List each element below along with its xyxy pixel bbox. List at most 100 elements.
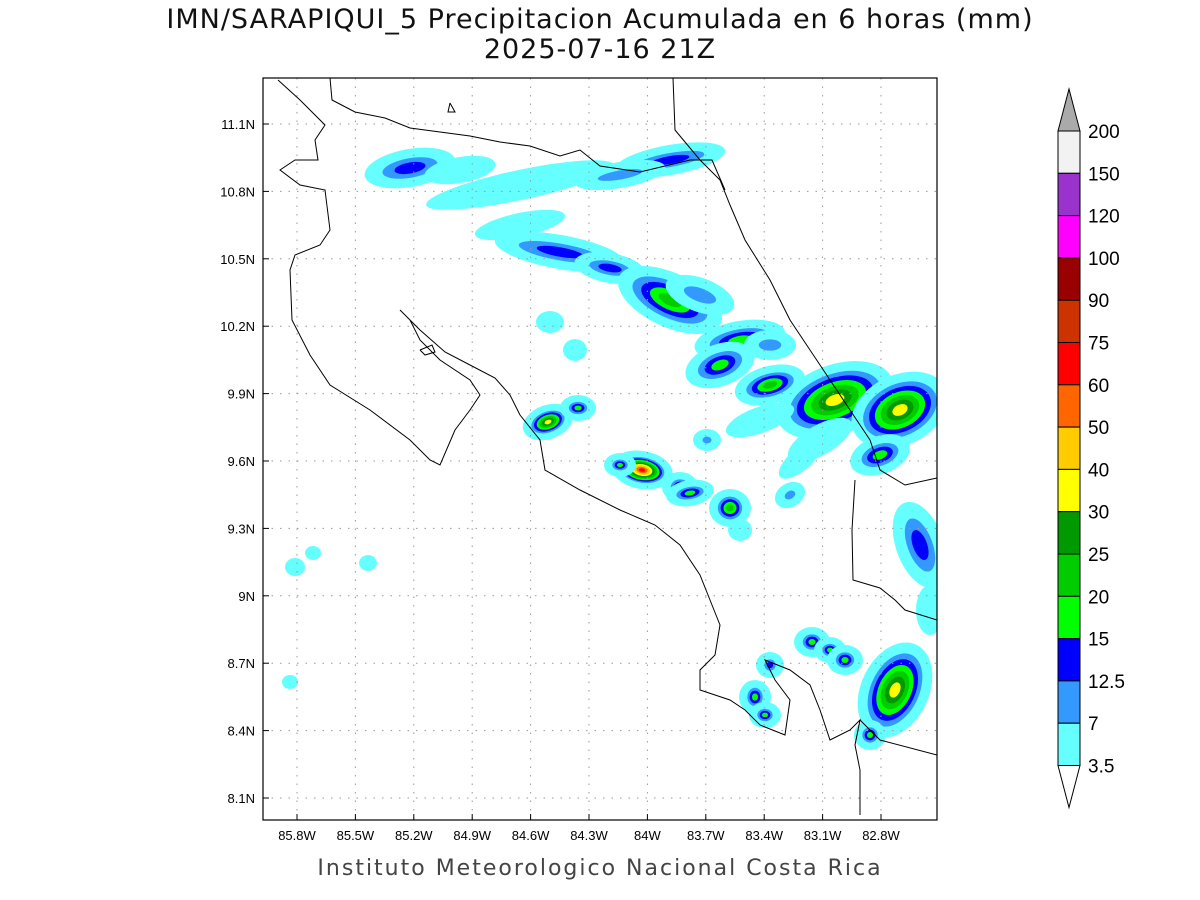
y-tick-label: 10.2N [220, 319, 255, 334]
colorbar: 3.5 7 12.5 15 20 25 30 40 50 60 75 90 100 120 150 200 [1057, 87, 1125, 810]
colorbar-label: 40 [1088, 460, 1109, 481]
precip-contour [911, 529, 929, 561]
x-tick-label: 84.6W [512, 828, 550, 843]
precip-contour [758, 339, 782, 351]
precip-contour [536, 245, 584, 259]
precip-contour [726, 504, 734, 512]
colorbar-label: 20 [1088, 587, 1109, 608]
precip-contour [683, 286, 717, 304]
precip-contour [474, 209, 566, 241]
colorbar-over-arrow [1057, 87, 1081, 132]
y-tick-label: 8.1N [228, 791, 255, 806]
y-tick-label: 8.4N [228, 724, 255, 739]
precip-contour [841, 656, 849, 664]
x-tick-label: 84.9W [453, 828, 491, 843]
colorbar-swatch [1057, 172, 1081, 217]
latitude-ticks: 11.1N 10.8N 10.5N 10.2N 9.9N 9.6N 9.3N 9N 8.7N 8.… [220, 117, 269, 806]
x-tick-label: 82.8W [862, 828, 900, 843]
y-tick-label: 9.9N [228, 387, 255, 402]
precip-contour [684, 490, 696, 496]
colorbar-swatch [1057, 130, 1081, 174]
precip-contour [711, 359, 729, 371]
colorbar-swatch [1057, 595, 1081, 640]
precip-contour [574, 405, 582, 411]
colorbar-label: 100 [1088, 249, 1120, 270]
colorbar-label: 25 [1088, 545, 1109, 566]
precip-contour [866, 731, 874, 739]
precip-contour [872, 450, 888, 460]
precip-contour [597, 169, 643, 181]
y-tick-label: 10.8N [220, 184, 255, 199]
plot-frame [262, 77, 938, 821]
precip-contour [784, 490, 796, 500]
precip-contour [761, 712, 769, 718]
precip-contour [638, 468, 646, 472]
colorbar-swatch [1057, 553, 1081, 597]
y-tick-label: 11.1N [221, 117, 255, 132]
precip-contour [426, 160, 614, 210]
x-tick-label: 85.2W [395, 828, 433, 843]
colorbar-label: 30 [1088, 503, 1109, 524]
colorbar-label: 90 [1088, 291, 1109, 312]
precip-contour [536, 311, 564, 333]
coastline [859, 719, 937, 756]
colorbar-label: 50 [1088, 418, 1109, 439]
precip-contour [598, 263, 622, 273]
longitude-ticks: 85.8W 85.5W 85.2W 84.9W 84.6W 84.3W 84W 83.7W 83… [278, 814, 901, 843]
coastline [277, 79, 861, 815]
precip-contour [762, 381, 778, 389]
precip-contour [285, 558, 305, 576]
x-tick-label: 83.1W [804, 828, 842, 843]
colorbar-label: 60 [1088, 376, 1109, 397]
precip-contour [725, 402, 795, 438]
y-tick-label: 8.7N [228, 656, 255, 671]
precip-contour [778, 441, 822, 479]
colorbar-label: 15 [1088, 630, 1109, 651]
colorbar-under-arrow [1057, 765, 1081, 810]
colorbar-swatch [1057, 511, 1081, 555]
colorbar-label: 12.5 [1088, 672, 1125, 693]
coastline [447, 102, 456, 113]
precip-contour [424, 155, 496, 185]
colorbar-swatch [1057, 680, 1081, 724]
precipitation-field [282, 142, 937, 750]
colorbar-swatch [1057, 257, 1081, 301]
colorbar-label: 75 [1088, 334, 1109, 355]
precip-contour [702, 436, 712, 444]
precip-contour [563, 339, 587, 361]
y-tick-label: 10.5N [220, 252, 255, 267]
precip-contour [394, 161, 426, 175]
y-tick-label: 9N [238, 589, 255, 604]
x-tick-label: 84W [634, 828, 661, 843]
y-tick-label: 9.3N [228, 521, 255, 536]
precip-contour [751, 693, 759, 701]
colorbar-swatch [1057, 722, 1081, 767]
colorbar-swatch [1057, 468, 1081, 513]
precip-contour [305, 546, 321, 560]
colorbar-swatch [1057, 299, 1081, 344]
coastline [419, 344, 436, 356]
colorbar-label: 3.5 [1088, 757, 1114, 778]
colorbar-swatch [1057, 638, 1081, 682]
colorbar-swatch [1057, 342, 1081, 386]
colorbar-label: 150 [1088, 164, 1120, 185]
coastline [329, 78, 726, 191]
precip-contour [282, 675, 298, 689]
y-tick-label: 9.6N [228, 454, 255, 469]
precip-contour [728, 519, 752, 541]
x-tick-label: 83.7W [687, 828, 725, 843]
footer-credit: Instituto Meteorologico Nacional Costa R… [317, 856, 883, 881]
colorbar-label: 200 [1088, 122, 1120, 143]
precip-contour [544, 419, 552, 425]
precip-contour [892, 404, 908, 416]
colorbar-label: 120 [1088, 207, 1120, 228]
precip-contour [359, 555, 377, 571]
map-title: IMN/SARAPIQUI_5 Precipitacion Acumulada … [166, 4, 1034, 35]
map-subtitle: 2025-07-16 21Z [483, 34, 717, 65]
coastline [672, 78, 937, 486]
colorbar-swatch [1057, 215, 1081, 259]
x-tick-label: 83.4W [745, 828, 783, 843]
precip-contour [916, 585, 937, 635]
